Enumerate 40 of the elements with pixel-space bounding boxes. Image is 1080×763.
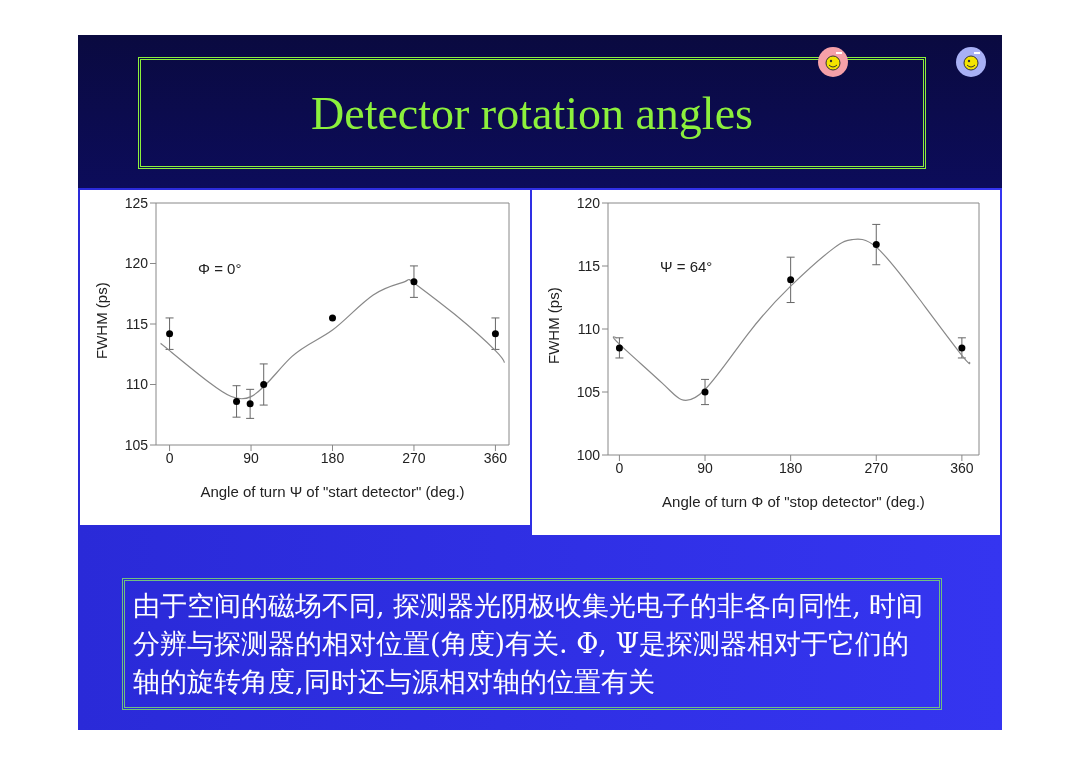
point	[787, 276, 795, 284]
x-tick-label: 180	[320, 449, 345, 466]
x-tick-label: 0	[165, 449, 174, 466]
point	[958, 344, 966, 352]
y-tick-label: 100	[576, 446, 601, 463]
y-axis-title: FWHM (ps)	[93, 282, 111, 359]
y-tick-label: 105	[576, 383, 601, 400]
point	[246, 400, 254, 408]
point	[260, 381, 268, 388]
y-tick-label: 115	[125, 315, 149, 332]
text: 由于空间的磁场不同, 探测器光阴极收集光电子的非各向同性, 时间分辨与探测器的相对位置(角度)有关. Φ, Ψ是探测器相对于它们的轴的旋转角度,同时还与源相对轴的位置有关	[122, 578, 942, 710]
point	[872, 241, 880, 249]
point	[615, 344, 623, 352]
x-tick-label: 270	[402, 449, 426, 466]
point	[233, 397, 241, 405]
x-tick-label: 0	[615, 459, 624, 476]
point	[701, 388, 709, 396]
x-axis-title: Angle of turn Ψ of "start detector" (deg.)	[200, 483, 465, 500]
x-axis-title: Angle of turn Φ of "stop detector" (deg.)	[662, 493, 925, 510]
chart-title: Detector rotation angles	[138, 57, 926, 169]
y-tick-label: 110	[125, 376, 149, 393]
x-tick-label: 270	[864, 459, 889, 476]
annotation: Ψ = 64°	[660, 258, 713, 275]
point	[491, 330, 499, 338]
y-tick-label: 125	[124, 194, 149, 211]
x-tick-label: 360	[483, 449, 508, 466]
y-tick-label: 115	[577, 257, 601, 274]
point	[329, 314, 336, 322]
x-tick-label: 90	[243, 449, 260, 466]
y-tick-label: 110	[577, 320, 601, 337]
x-tick-label: 180	[778, 459, 803, 476]
y-tick-label: 120	[124, 255, 149, 272]
annotation: Φ = 0°	[198, 260, 242, 277]
x-tick-label: 360	[950, 459, 974, 476]
x-tick-label: 90	[697, 459, 714, 476]
y-tick-label: 120	[576, 194, 601, 211]
y-tick-label: 105	[124, 436, 149, 453]
y-axis-title: FWHM (ps)	[545, 287, 563, 364]
point	[166, 330, 174, 338]
point	[410, 278, 418, 286]
